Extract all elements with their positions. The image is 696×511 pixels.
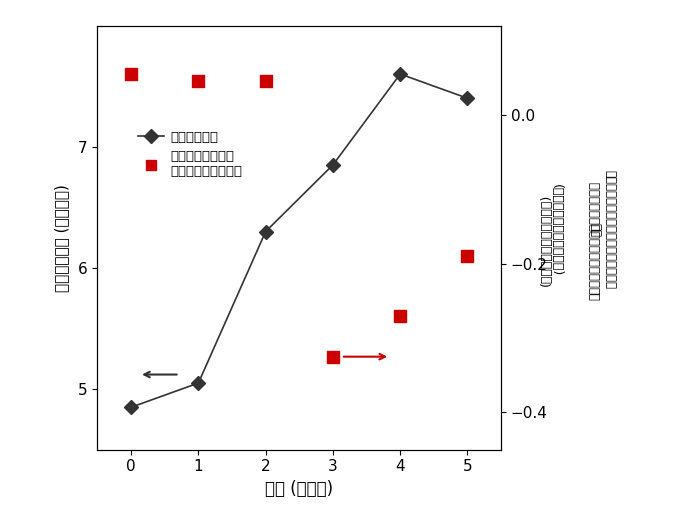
Point (260, 77, 271, 85)
Text: (ミリエレクトロンボルト): (ミリエレクトロンボルト) (551, 184, 563, 276)
Point (327, 353, 338, 361)
Text: 実測エネルギーと計算エネルギーの差: 実測エネルギーと計算エネルギーの差 (589, 181, 601, 299)
Text: 実測エネルギーと計算エネルギーの差
の差: 実測エネルギーと計算エネルギーの差 の差 (588, 171, 616, 289)
Point (193, 77, 204, 85)
Y-axis label: 斥力相互作用 (任意単位): 斥力相互作用 (任意単位) (54, 183, 70, 292)
Point (395, 312, 406, 320)
Point (462, 252, 473, 260)
X-axis label: 磁場 (テスラ): 磁場 (テスラ) (265, 480, 333, 498)
Point (125, 70, 136, 78)
Legend: 斥力相互作用, 実測エネルギーと
計算エネルギーの差: 斥力相互作用, 実測エネルギーと 計算エネルギーの差 (132, 126, 248, 183)
Text: (ミリエレクトロンボルト): (ミリエレクトロンボルト) (540, 194, 553, 286)
